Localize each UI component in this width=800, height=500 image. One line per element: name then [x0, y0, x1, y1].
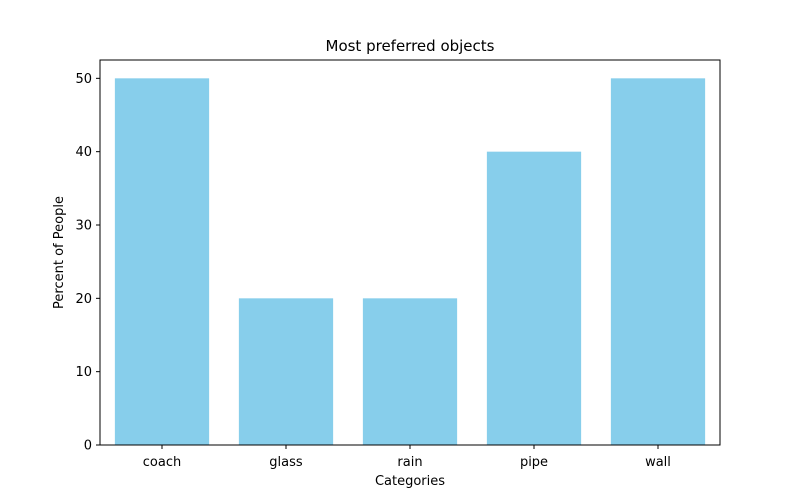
- y-axis-ticks: 0 10 20 30 40 50: [75, 72, 100, 454]
- y-tick-label-20: 20: [75, 292, 92, 307]
- y-tick-label-10: 10: [75, 365, 92, 380]
- y-tick-label-50: 50: [75, 72, 92, 87]
- bar-wall: [610, 78, 706, 445]
- x-axis-ticks: coach glass rain pipe wall: [143, 445, 671, 470]
- x-axis-label: Categories: [375, 474, 445, 489]
- bar-pipe: [486, 151, 582, 446]
- x-tick-label-glass: glass: [269, 455, 303, 470]
- chart-title: Most preferred objects: [326, 37, 495, 55]
- y-tick-label-0: 0: [84, 439, 92, 454]
- x-tick-label-rain: rain: [397, 455, 422, 470]
- bars-group: [114, 78, 706, 446]
- bar-glass: [238, 298, 334, 445]
- x-tick-label-wall: wall: [645, 455, 671, 470]
- bar-coach: [114, 78, 210, 445]
- x-tick-label-coach: coach: [143, 455, 181, 470]
- y-axis-label: Percent of People: [52, 196, 67, 309]
- x-tick-label-pipe: pipe: [520, 455, 548, 470]
- y-tick-label-40: 40: [75, 145, 92, 160]
- plot-frame: [99, 59, 721, 446]
- bar-rain: [362, 298, 458, 445]
- y-tick-label-30: 30: [75, 219, 92, 234]
